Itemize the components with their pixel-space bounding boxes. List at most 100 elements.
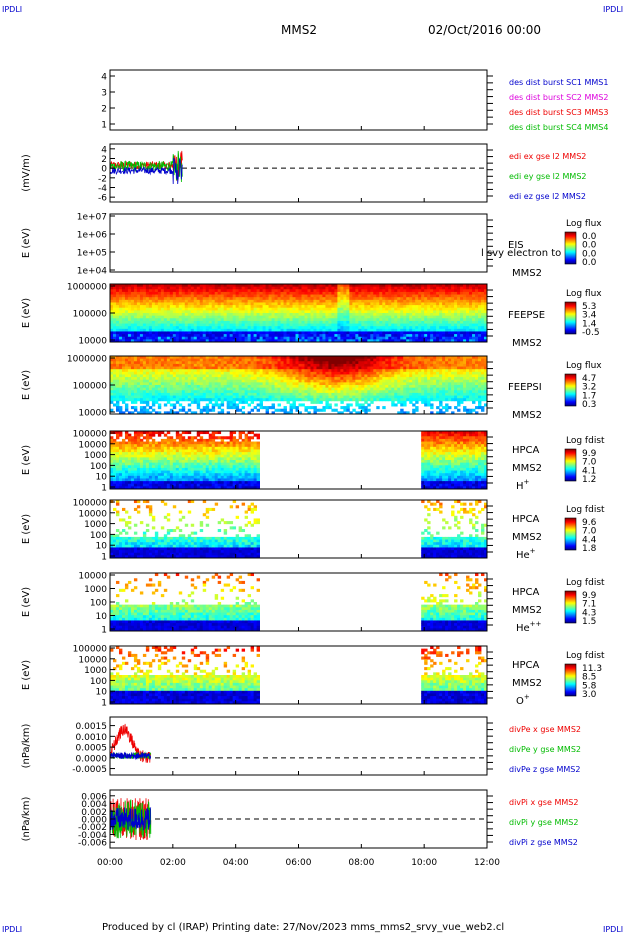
heatmap-cell: [370, 302, 374, 306]
heatmap-cell: [262, 318, 266, 322]
heatmap-cell: [229, 326, 234, 330]
heatmap-cell: [469, 326, 473, 330]
heatmap-cell: [280, 398, 284, 402]
heatmap-cell: [337, 363, 341, 367]
colorbar-tick: 1.4: [582, 319, 597, 329]
heatmap-cell: [427, 377, 431, 381]
heatmap-cell: [184, 398, 189, 402]
heatmap-cell: [412, 408, 416, 412]
heatmap-cell: [394, 390, 398, 394]
heatmap-cell: [157, 403, 162, 407]
heatmap-cell: [154, 358, 159, 362]
heatmap-cell: [343, 328, 347, 332]
heatmap-cell: [484, 289, 488, 293]
heatmap-cell: [187, 297, 192, 301]
heatmap-cell: [217, 302, 222, 306]
heatmap-cell: [364, 323, 368, 327]
heatmap-cell: [304, 369, 308, 373]
heatmap-cell: [247, 395, 252, 399]
heatmap-cell: [325, 286, 329, 290]
heatmap-cell: [127, 331, 132, 335]
heatmap-cell: [163, 323, 168, 327]
heatmap-cell: [415, 398, 419, 402]
heatmap-cell: [346, 387, 350, 391]
heatmap-cell: [289, 379, 293, 383]
heatmap-cell: [262, 331, 266, 335]
heatmap-cell: [136, 366, 141, 370]
heatmap-cell: [283, 284, 287, 288]
heatmap-cell: [397, 320, 401, 324]
heatmap-cell: [190, 379, 195, 383]
heatmap-cell: [190, 387, 195, 391]
heatmap-cell: [217, 307, 222, 311]
heatmap-cell: [304, 286, 308, 290]
heatmap-cell: [229, 315, 234, 319]
heatmap-cell: [235, 408, 240, 412]
heatmap-cell: [385, 334, 389, 338]
heatmap-cell: [325, 382, 329, 386]
heatmap-cell: [139, 320, 144, 324]
heatmap-cell: [433, 366, 437, 370]
heatmap-cell: [460, 294, 464, 298]
heatmap-cell: [286, 361, 290, 365]
heatmap-cell: [187, 294, 192, 298]
heatmap-cell: [466, 334, 470, 338]
heatmap-cell: [415, 379, 419, 383]
heatmap-cell: [133, 387, 138, 391]
heatmap-cell: [463, 334, 467, 338]
heatmap-cell: [130, 323, 135, 327]
heatmap-cell: [244, 307, 249, 311]
heatmap-cell: [262, 310, 266, 314]
heatmap-cell: [349, 302, 353, 306]
heatmap-cell: [406, 361, 410, 365]
heatmap-cell: [190, 400, 195, 404]
heatmap-cell: [124, 320, 129, 324]
heatmap-cell: [343, 297, 347, 301]
heatmap-cell: [175, 366, 180, 370]
heatmap-cell: [439, 286, 443, 290]
heatmap-cell: [241, 289, 246, 293]
heatmap-cell: [154, 302, 159, 306]
heatmap-cell: [181, 408, 186, 412]
heatmap-cell: [397, 315, 401, 319]
heatmap-cell: [352, 395, 356, 399]
heatmap-cell: [118, 363, 123, 367]
heatmap-cell: [262, 363, 266, 367]
heatmap-cell: [364, 297, 368, 301]
heatmap-cell: [127, 299, 132, 303]
heatmap-cell: [334, 374, 338, 378]
heatmap-cell: [355, 323, 359, 327]
heatmap-cell: [115, 392, 120, 396]
heatmap-cell: [331, 320, 335, 324]
heatmap-cell: [211, 336, 216, 340]
heatmap-cell: [340, 297, 344, 301]
heatmap-cell: [412, 284, 416, 288]
heatmap-cell: [364, 307, 368, 311]
heatmap-cell: [325, 305, 329, 309]
heatmap-cell: [124, 392, 129, 396]
heatmap-cell: [409, 390, 413, 394]
heatmap-cell: [349, 299, 353, 303]
heatmap-cell: [139, 318, 144, 322]
heatmap-cell: [415, 390, 419, 394]
heatmap-cell: [310, 379, 314, 383]
heatmap-cell: [223, 382, 228, 386]
heatmap-cell: [283, 358, 287, 362]
heatmap-cell: [370, 291, 374, 295]
heatmap-cell: [346, 320, 350, 324]
heatmap-cell: [199, 328, 204, 332]
heatmap-cell: [304, 307, 308, 311]
heatmap-cell: [142, 297, 147, 301]
heatmap-cell: [316, 313, 320, 317]
heatmap-cell: [406, 363, 410, 367]
heatmap-cell: [232, 363, 237, 367]
heatmap-cell: [190, 310, 195, 314]
heatmap-cell: [271, 385, 275, 389]
heatmap-cell: [364, 305, 368, 309]
heatmap-cell: [226, 307, 231, 311]
heatmap-cell: [292, 323, 296, 327]
heatmap-cell: [184, 313, 189, 317]
heatmap-cell: [121, 366, 126, 370]
heatmap-cell: [463, 294, 467, 298]
